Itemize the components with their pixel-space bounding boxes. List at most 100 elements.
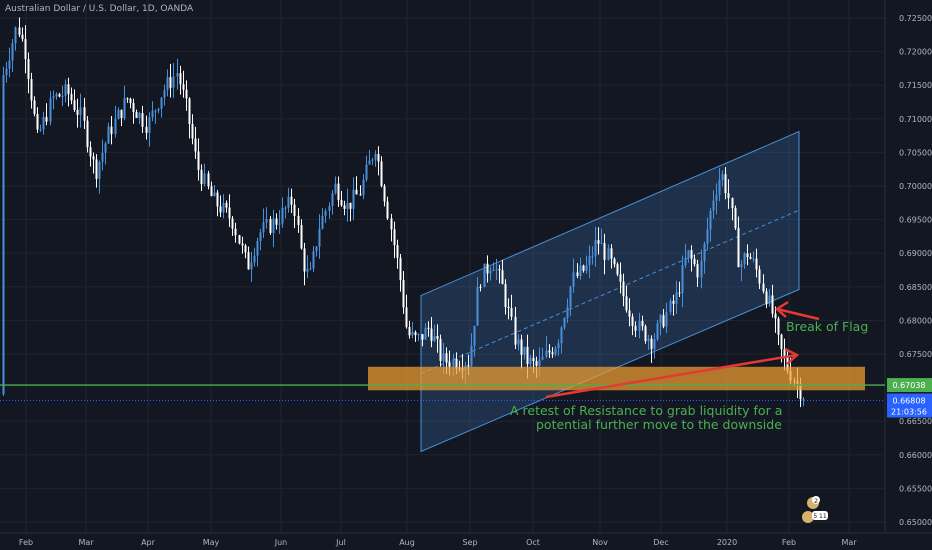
candle-body (182, 84, 185, 90)
candle-body (523, 346, 526, 355)
candle-body (563, 318, 566, 328)
candle-body (492, 269, 495, 271)
candle-body (755, 258, 758, 270)
candle-body (135, 112, 138, 118)
candle-body (483, 263, 486, 287)
candle-body (259, 232, 262, 241)
candle-body (393, 229, 396, 246)
x-tick-label: Jun (274, 538, 288, 547)
candle-body (758, 269, 761, 284)
candle-body (24, 39, 27, 60)
candle-body (414, 332, 417, 336)
candle-body (328, 205, 331, 211)
candle-body (724, 174, 727, 194)
y-tick-label: 0.65500 (899, 484, 932, 493)
candle-body (746, 253, 749, 258)
candle-body (179, 73, 182, 85)
candle-body (538, 359, 541, 366)
candle-body (166, 77, 169, 91)
candle-body (33, 100, 36, 114)
candle-body (49, 98, 52, 122)
candle-body (79, 107, 82, 115)
candle-body (129, 98, 132, 104)
candle-body (582, 265, 585, 271)
candle-body (123, 98, 126, 119)
retest-label-line2: potential further move to the downside (536, 417, 782, 432)
candle-body (631, 316, 634, 326)
candle-body (479, 286, 482, 288)
candle-body (625, 296, 628, 311)
candle-body (334, 183, 337, 194)
candle-body (597, 240, 600, 244)
candle-body (5, 68, 8, 76)
candle-body (526, 346, 529, 365)
candle-body (172, 76, 175, 88)
candle-body (690, 250, 693, 259)
candle-body (656, 323, 659, 340)
candle-body (371, 159, 374, 161)
support-price-tag (887, 378, 932, 393)
candle-body (678, 292, 681, 294)
candle-body (489, 270, 492, 274)
candle-body (696, 264, 699, 278)
candle-body (340, 200, 343, 206)
candle-body (126, 98, 129, 100)
candle-body (743, 253, 746, 265)
candle-body (287, 196, 290, 208)
events-count-bubble (812, 511, 828, 520)
candle-body (160, 97, 163, 109)
candle-body (749, 257, 752, 259)
candle-body (244, 245, 247, 253)
y-tick-label: 0.66500 (899, 417, 932, 426)
candle-body (306, 268, 309, 272)
candle-body (765, 291, 768, 305)
x-tick-label: Feb (19, 538, 33, 547)
candle-body (11, 43, 14, 61)
candle-body (424, 327, 427, 340)
candle-body (737, 228, 740, 268)
candle-body (154, 110, 157, 112)
candle-body (67, 84, 70, 94)
ideas-count-bubble (812, 496, 820, 504)
candle-body (151, 110, 154, 118)
candle-body (281, 207, 284, 224)
y-tick-label: 0.70500 (899, 148, 932, 157)
candle-body (669, 300, 672, 313)
x-tick-label: Oct (526, 538, 540, 547)
candle-body (653, 339, 656, 349)
break-of-flag-label: Break of Flag (786, 319, 869, 334)
candle-body (309, 268, 312, 270)
candle-body (92, 156, 95, 160)
candle-body (427, 327, 430, 329)
candle-body (197, 151, 200, 170)
candle-body (442, 353, 445, 361)
candle-body (399, 257, 402, 281)
candle-body (39, 129, 42, 131)
candle-body (452, 359, 455, 367)
candle-body (362, 179, 365, 195)
candle-body (762, 283, 765, 292)
candle-body (207, 173, 210, 187)
candle-body (445, 353, 448, 363)
candle-body (8, 60, 11, 69)
candle-body (346, 202, 349, 209)
candle-body (2, 75, 5, 395)
candle-body (272, 218, 275, 233)
candle-body (535, 360, 538, 366)
candle-body (476, 286, 479, 326)
candle-body (86, 120, 89, 148)
candle-body (709, 210, 712, 230)
candle-body (588, 256, 591, 266)
x-tick-label: Nov (592, 538, 608, 547)
retest-label-line1: A retest of Resistance to grab liquidity… (510, 403, 783, 418)
candle-body (545, 350, 548, 357)
candle-body (64, 84, 67, 96)
candle-body (163, 90, 166, 98)
candle-body (768, 295, 771, 305)
candle-body (780, 334, 783, 350)
candle-body (560, 327, 563, 344)
candle-body (324, 210, 327, 216)
candle-body (222, 202, 225, 213)
